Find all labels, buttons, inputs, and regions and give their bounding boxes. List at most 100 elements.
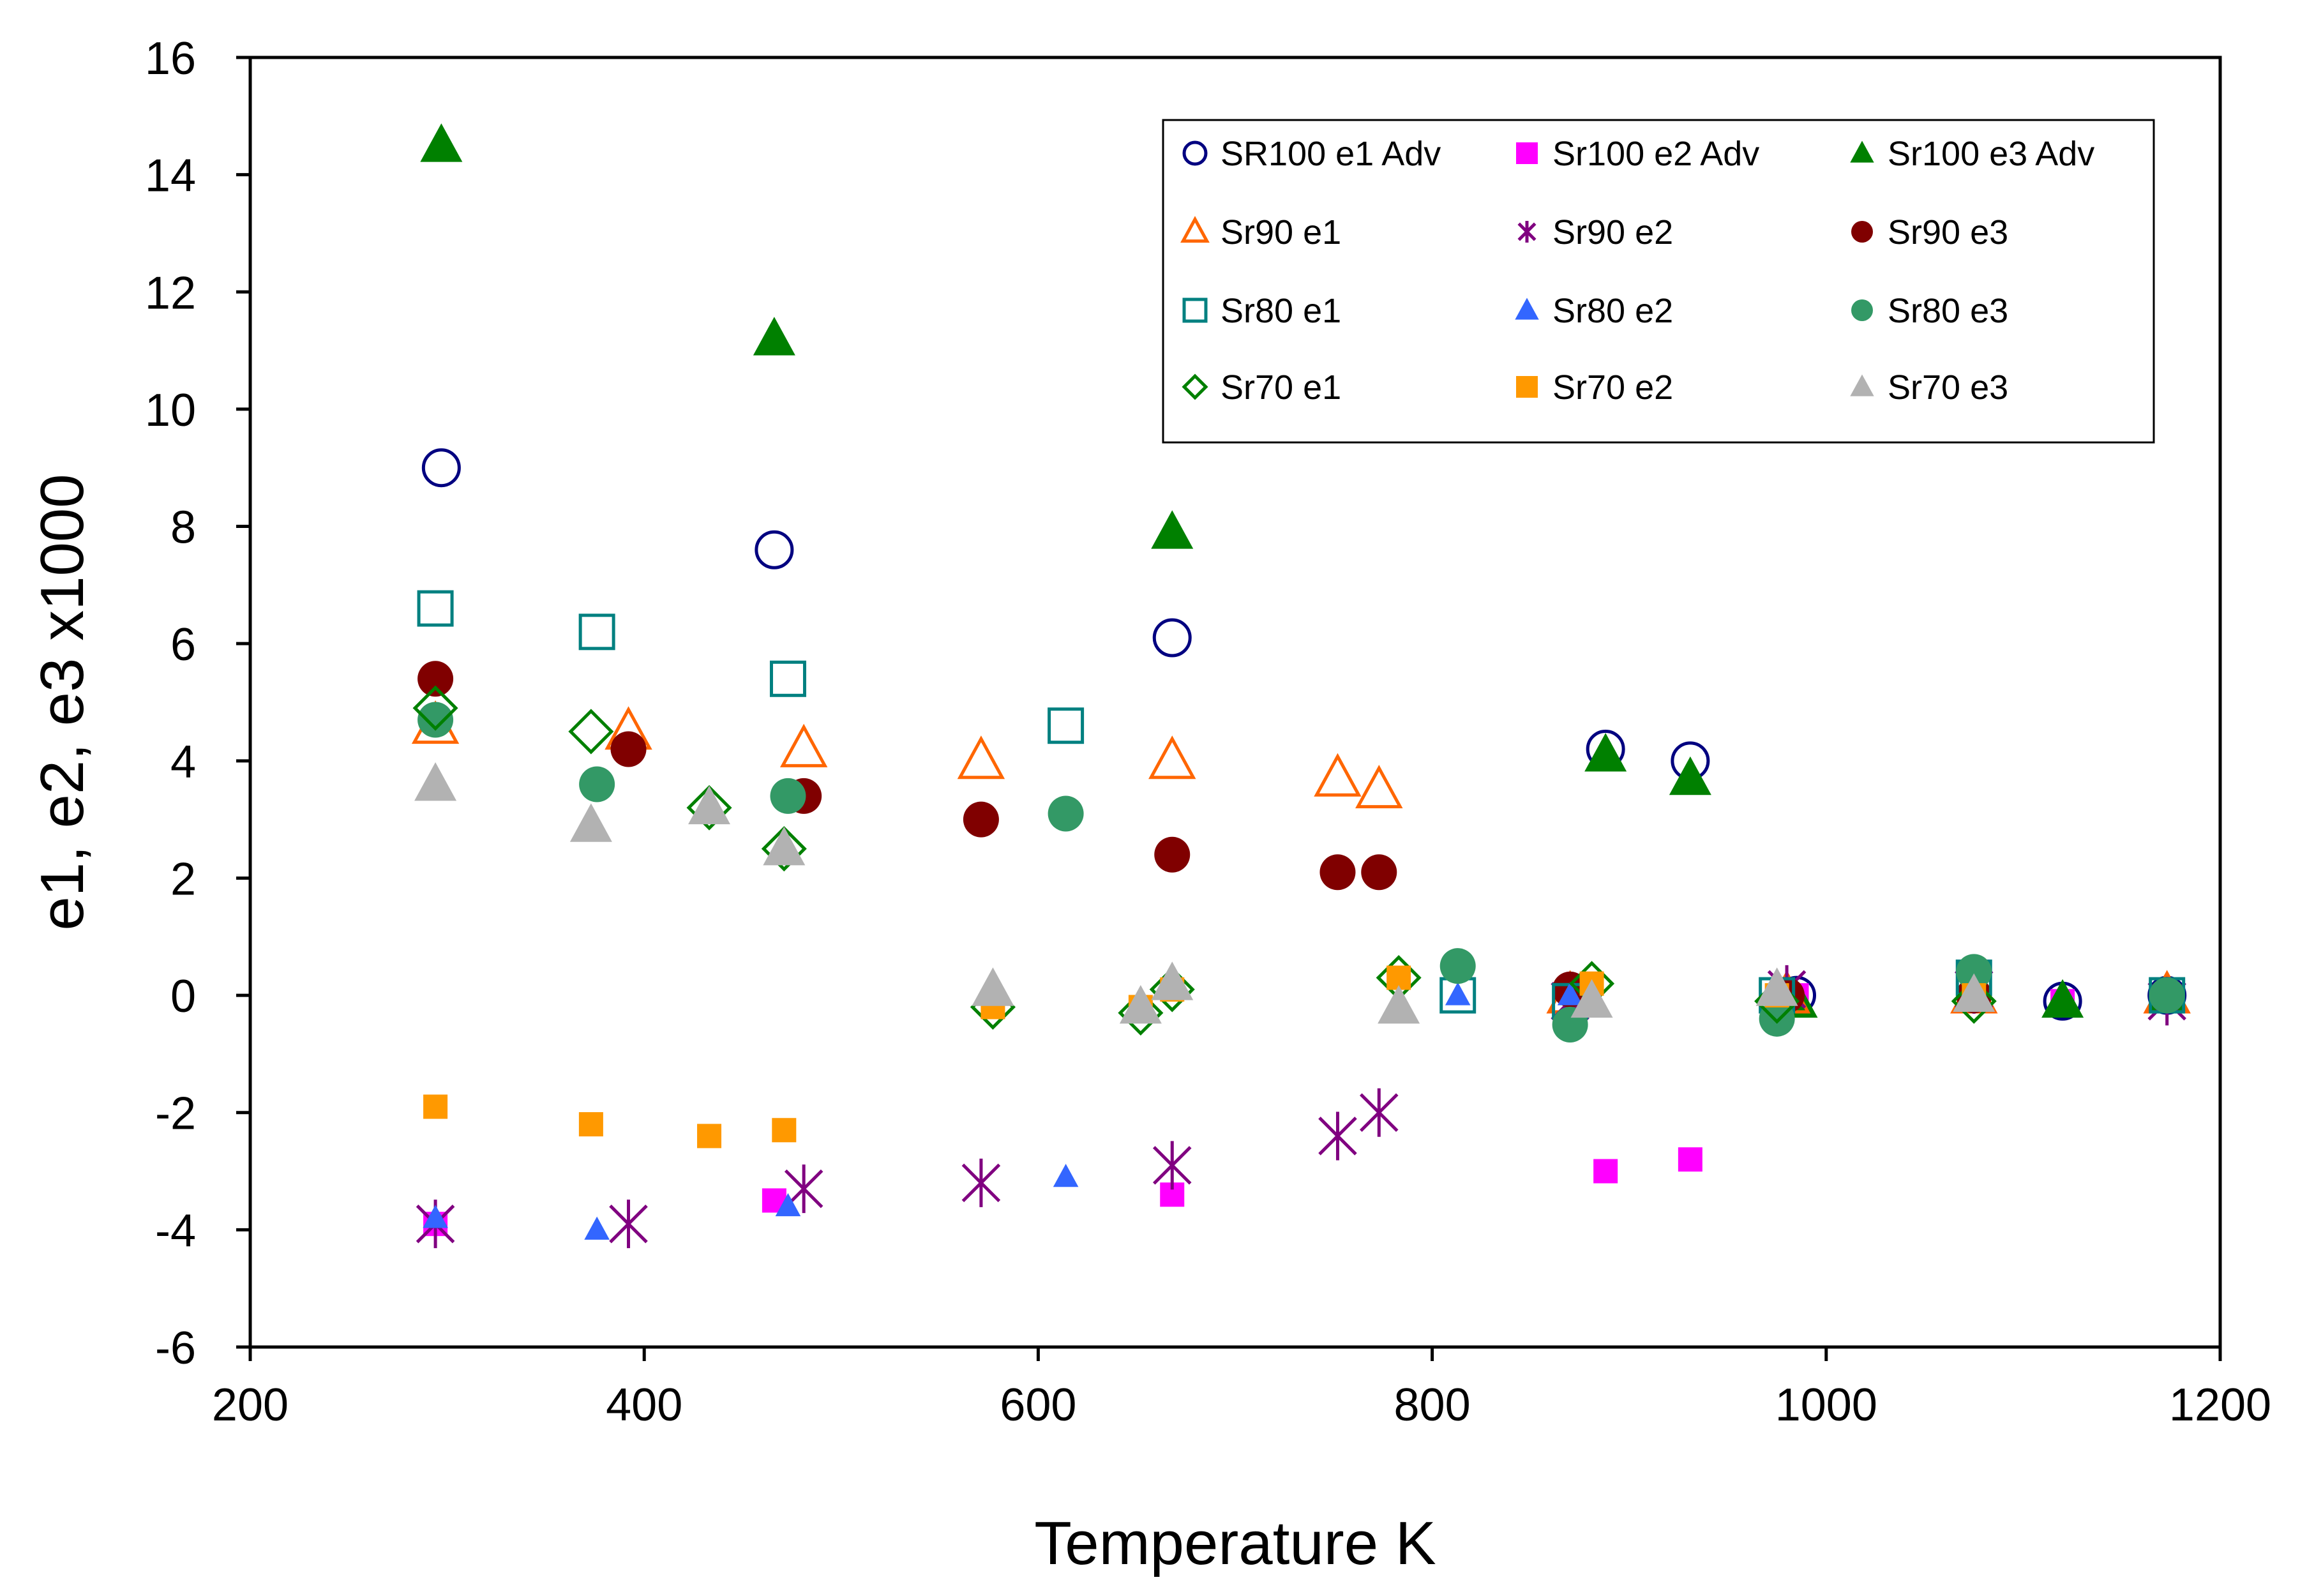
data-point (753, 317, 795, 356)
data-point (1759, 1000, 1795, 1037)
legend-item-sr70-e2: Sr70 e2 (1516, 368, 1673, 407)
legend-marker (1517, 221, 1537, 243)
data-point (1151, 510, 1194, 549)
data-point (1360, 1088, 1399, 1137)
legend-marker-stroke (1517, 222, 1537, 241)
data-point (697, 1124, 722, 1148)
legend-label: Sr80 e1 (1221, 292, 1341, 330)
y-tick-label: -6 (155, 1323, 196, 1374)
data-point (957, 735, 1005, 779)
data-point-stroke (1318, 1117, 1357, 1156)
legend-marker (1850, 374, 1874, 396)
legend-marker (1516, 142, 1538, 164)
data-point (1151, 961, 1194, 1000)
y-tick-label: 4 (170, 737, 196, 788)
y-tick-label: 12 (145, 267, 196, 319)
data-point (1593, 1159, 1618, 1184)
data-point-stroke (1360, 1093, 1399, 1132)
data-point (420, 123, 463, 162)
data-point (2041, 979, 2084, 1018)
y-tick-label: 2 (170, 854, 196, 905)
data-point (755, 530, 794, 569)
data-point (1953, 973, 1995, 1012)
y-tick-label: 8 (170, 502, 196, 553)
data-point (686, 785, 732, 831)
legend-item-sr80-e2: Sr80 e2 (1515, 292, 1673, 330)
data-point (1361, 854, 1397, 891)
data-point (1557, 982, 1583, 1005)
legend-item-sr80-e3: Sr80 e3 (1851, 292, 2008, 330)
x-tick-label: 1000 (1775, 1380, 1877, 1431)
data-point (609, 1200, 648, 1249)
y-tick-label: 10 (145, 385, 196, 436)
legend-label: SR100 e1 Adv (1221, 135, 1441, 173)
data-point (1378, 984, 1420, 1024)
data-point (1118, 990, 1164, 1036)
legend-label: Sr90 e3 (1888, 213, 2008, 252)
legend-marker (1180, 216, 1210, 243)
data-point (417, 661, 454, 697)
data-point (414, 762, 457, 801)
legend-box (1162, 119, 2155, 444)
data-point (775, 1193, 801, 1217)
legend-item-sr90-e3: Sr90 e3 (1851, 213, 2008, 252)
legend-item-sr80-e1: Sr80 e1 (1182, 292, 1341, 330)
legend-item-sr70-e1: Sr70 e1 (1182, 368, 1341, 407)
series-sr70-e3 (414, 762, 1995, 1024)
series-sr80-e3 (417, 702, 2185, 1043)
y-tick-label: 14 (145, 151, 196, 202)
data-point (1152, 1141, 1192, 1190)
data-point-stroke (961, 1163, 1001, 1203)
data-point (610, 731, 647, 767)
legend-marker (1851, 299, 1873, 321)
data-point (772, 1118, 797, 1143)
legend-item-sr100-e1-adv: SR100 e1 Adv (1182, 135, 1441, 173)
data-point (1570, 979, 1613, 1018)
data-point (578, 614, 615, 651)
data-point (423, 1205, 448, 1228)
data-point (1154, 836, 1191, 873)
x-tick-label: 1200 (2169, 1380, 2271, 1431)
y-tick-label: -4 (155, 1205, 196, 1256)
legend-label: Sr70 e3 (1888, 368, 2008, 407)
data-point (412, 685, 458, 731)
legend-label: Sr70 e2 (1552, 368, 1673, 407)
data-markers (411, 123, 2191, 1249)
data-point-stroke (609, 1204, 648, 1244)
data-point (569, 803, 612, 842)
data-point (1669, 756, 1711, 795)
legend-marker (1851, 221, 1873, 243)
data-point (417, 590, 454, 627)
data-point (417, 702, 454, 738)
data-point (1355, 765, 1403, 809)
data-point (1755, 967, 1798, 1006)
data-point (1319, 854, 1356, 891)
axis-ticks: 200 400 600 800 1000 1200 -6 -4 -2 0 2 4 6 8 10 12 14 16 (145, 33, 2271, 1431)
x-tick-label: 400 (606, 1380, 682, 1431)
data-point (423, 1094, 448, 1119)
data-point (1119, 984, 1162, 1024)
data-point (1048, 795, 1084, 832)
data-point (1048, 707, 1085, 744)
legend-item-sr90-e1: Sr90 e1 (1180, 213, 1341, 252)
legend-label: Sr80 e2 (1552, 292, 1673, 330)
data-point (1678, 1147, 1702, 1172)
data-point (779, 723, 828, 767)
data-point (568, 709, 614, 755)
y-tick-label: 0 (170, 971, 196, 1022)
data-point (972, 967, 1014, 1006)
legend-marker (1850, 140, 1874, 163)
legend-label: Sr80 e3 (1888, 292, 2008, 330)
y-tick-label: 16 (145, 33, 196, 84)
data-point (1584, 733, 1627, 772)
legend-item-sr90-e2: Sr90 e2 (1517, 213, 1673, 252)
legend-label: Sr70 e1 (1221, 368, 1341, 407)
data-point (1053, 1164, 1079, 1187)
data-point (579, 766, 615, 802)
legend-marker (1516, 376, 1538, 398)
data-point (1148, 735, 1196, 779)
data-point (769, 660, 806, 697)
legend-marker (1182, 373, 1208, 400)
x-tick-label: 800 (1394, 1380, 1471, 1431)
